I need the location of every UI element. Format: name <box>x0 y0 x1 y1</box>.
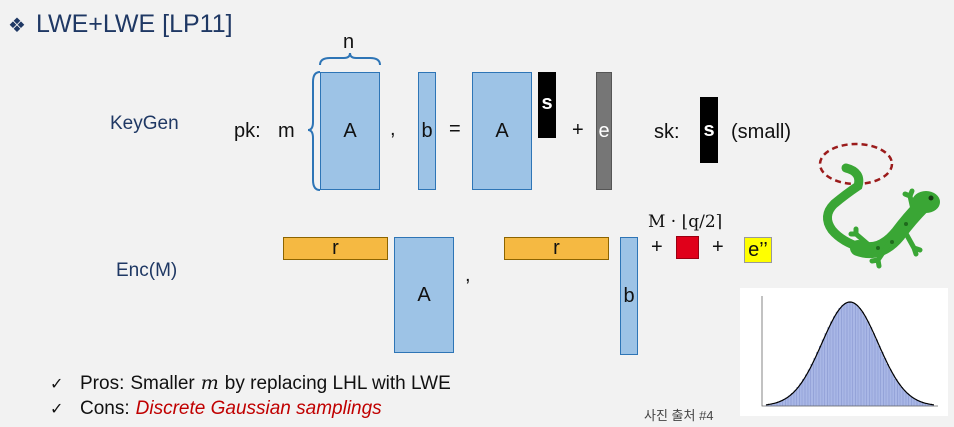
histogram-bar <box>866 321 870 407</box>
gaussian-histogram-image <box>740 288 948 416</box>
vector-b-keygen: b <box>418 72 436 190</box>
sk-note: (small) <box>731 121 791 143</box>
histogram-bar <box>872 333 875 407</box>
r-vector-left: r <box>283 237 388 260</box>
histogram-bar <box>877 345 881 407</box>
enc-plus-1: + <box>651 236 663 258</box>
histogram-bar <box>835 311 839 407</box>
matrix-A-rhs: A <box>472 72 532 190</box>
histogram-bar <box>891 374 895 407</box>
check-icon: ✓ <box>50 399 64 418</box>
keygen-comma: , <box>390 118 396 140</box>
histogram-bar <box>852 303 856 407</box>
keygen-label: KeyGen <box>110 113 179 134</box>
histogram-bar <box>793 390 797 407</box>
message-scaling-label: M · ⌊q/2⌉ <box>648 212 723 232</box>
histogram-bar <box>886 364 889 407</box>
secret-s-box: s <box>538 72 556 138</box>
histogram-bar <box>894 379 898 407</box>
histogram-bar <box>810 364 814 407</box>
histogram-bar <box>903 390 906 407</box>
pros-line: ✓ Pros: Smaller m by replacing LHL with … <box>50 372 451 395</box>
histogram-bar <box>833 316 836 407</box>
left-brace-icon <box>307 71 321 191</box>
histogram-bar <box>841 305 845 407</box>
histogram-bar <box>844 303 847 407</box>
histogram-bar <box>869 327 873 407</box>
r-vector-right: r <box>504 237 609 260</box>
histogram-bar <box>855 305 859 407</box>
matrix-A-keygen: A <box>320 72 380 190</box>
histogram-bar <box>900 387 903 407</box>
histogram-bar <box>849 301 853 407</box>
check-icon: ✓ <box>50 374 64 393</box>
gaussian-curve <box>765 301 935 406</box>
histogram-bar <box>908 395 912 407</box>
image-credit: 사진 출처 #4 <box>644 408 714 423</box>
error-e-box: e <box>596 72 612 190</box>
rows-label-m: m <box>278 120 295 142</box>
pros-math-m: m <box>200 372 219 394</box>
keygen-equals: = <box>449 118 461 140</box>
histogram-bar <box>796 387 800 407</box>
enc-plus-2: + <box>712 236 724 258</box>
cons-label: Cons: <box>80 398 130 419</box>
lizard-icon <box>818 142 940 269</box>
enc-label: Enc(M) <box>116 260 178 281</box>
histogram-bar <box>819 345 822 407</box>
histogram-bar <box>897 383 901 407</box>
histogram-bar <box>863 316 867 407</box>
error-e2-box: e’’ <box>744 237 772 263</box>
histogram-bar <box>821 339 825 407</box>
histogram-bar <box>858 308 861 407</box>
histogram-bar <box>905 393 909 407</box>
histogram-bar <box>805 374 808 407</box>
histogram-bar <box>802 379 805 407</box>
histogram-bar <box>880 352 884 407</box>
pros-text-after: by replacing LHL with LWE <box>224 373 451 394</box>
pros-label: Pros: <box>80 373 125 394</box>
cons-line: ✓ Cons: Discrete Gaussian samplings <box>50 398 382 420</box>
histogram-bar <box>816 352 819 407</box>
matrix-A-enc: A <box>394 237 454 353</box>
histogram-bar <box>807 369 811 407</box>
sk-s-box: s <box>700 97 718 163</box>
histogram-bar <box>813 358 817 407</box>
histogram-bar <box>911 397 915 407</box>
pk-prefix: pk: <box>234 120 261 142</box>
enc-comma: , <box>465 264 471 286</box>
histogram-bar <box>889 369 892 407</box>
histogram-bars <box>765 301 934 407</box>
histogram-bar <box>875 339 878 407</box>
histogram-axes <box>761 296 938 407</box>
sk-prefix: sk: <box>654 121 680 143</box>
histogram-bar <box>883 358 887 407</box>
cons-text: Discrete Gaussian samplings <box>135 398 382 419</box>
slide-title-text: LWE+LWE [LP11] <box>35 10 233 38</box>
histogram-bar <box>830 321 833 407</box>
top-brace-icon <box>319 52 381 66</box>
cols-label-n: n <box>343 31 355 53</box>
histogram-bar <box>838 308 842 407</box>
keygen-plus: + <box>572 119 584 141</box>
histogram-bar <box>791 393 794 407</box>
histogram-bar <box>824 333 828 407</box>
vector-b-enc: b <box>620 237 638 355</box>
histogram-bar <box>847 301 850 407</box>
histogram-bar <box>861 311 864 407</box>
histogram-bar <box>827 327 831 407</box>
diamond-bullet-icon: ❖ <box>8 12 26 37</box>
histogram-bar <box>799 383 803 407</box>
pros-text-before: Smaller <box>130 373 195 394</box>
message-red-box <box>676 236 699 259</box>
slide-title: ❖ LWE+LWE [LP11] <box>8 10 233 39</box>
